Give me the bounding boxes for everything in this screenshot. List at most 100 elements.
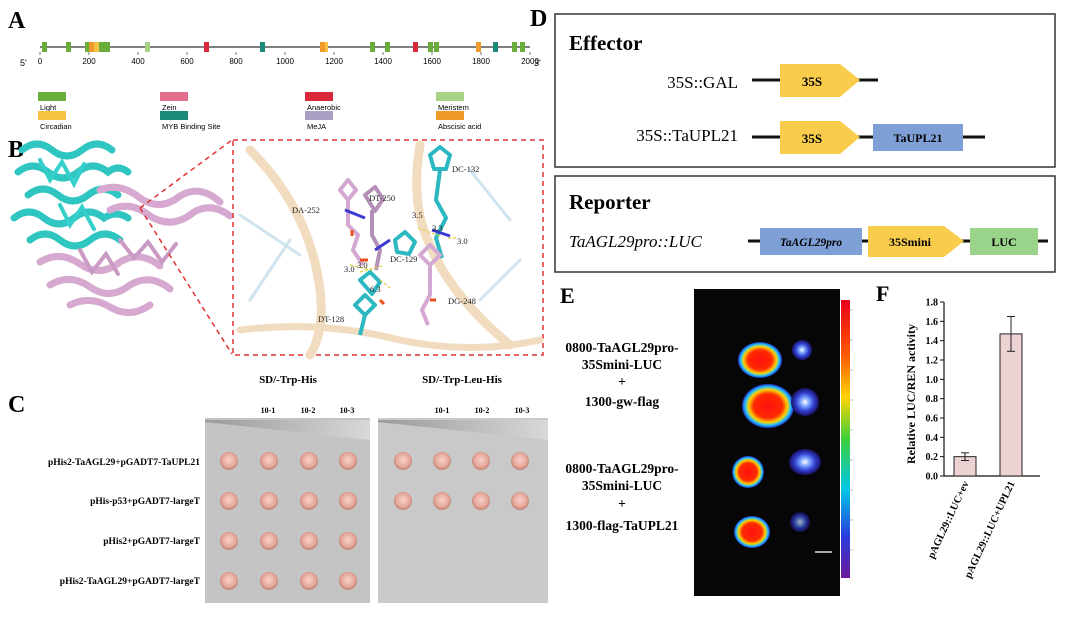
treatment-line: 0800-TaAGL29pro-: [565, 340, 678, 355]
panel-a: A 5' 3' 0 200 400 600 800 1000 1: [8, 8, 541, 131]
element-light: [42, 42, 47, 52]
yeast-colony: [260, 572, 278, 590]
y-tick-label: 0.0: [926, 472, 939, 483]
treatment-line: 1300-gw-flag: [585, 394, 659, 409]
legend-label: Light: [40, 103, 57, 112]
panel-d-label: D: [530, 6, 547, 32]
strain-labels: pHis2-TaAGL29+pGADT7-TaUPL21 pHis-p53+pG…: [48, 458, 201, 587]
legend-label: Abscisic acid: [438, 122, 481, 131]
axis-tick-label: 800: [229, 57, 243, 66]
distance-label: 3.0: [344, 264, 355, 274]
protein-structure: [10, 140, 234, 316]
panel-a-label: A: [8, 8, 26, 34]
yeast-colony: [394, 492, 412, 510]
panel-f-label: F: [876, 281, 889, 306]
panel-d: D Effector 35S::GAL 35S 35S::TaUPL21 35S…: [530, 6, 1056, 273]
dilution-wedge: [205, 420, 370, 440]
residue-label: DC-132: [452, 164, 479, 174]
panel-c-label: C: [8, 392, 25, 418]
panel-e: E 0800-TaAGL29pro- 35Smini-LUC + 1300-gw…: [560, 283, 853, 596]
leaf-spot-strong: [734, 516, 770, 548]
plate-sd-trp-leu-his: [378, 418, 548, 603]
construct-label: 35S::GAL: [667, 73, 738, 92]
element-light: [428, 42, 433, 52]
treatment-line: 35Smini-LUC: [582, 478, 662, 493]
reporter-construct-label: TaAGL29pro::LUC: [569, 232, 703, 251]
y-axis-label: Relative LUC/REN activity: [904, 324, 918, 464]
yeast-colony: [339, 572, 357, 590]
legend-swatch: [436, 111, 464, 120]
axis-tick-label: 0: [38, 57, 43, 66]
color-scale-bar: [841, 300, 850, 578]
panel-b-label: B: [8, 137, 24, 163]
strain-label: pHis-p53+pGADT7-largeT: [90, 497, 201, 507]
yeast-colony: [220, 452, 238, 470]
gene-label: LUC: [991, 235, 1016, 249]
leaf-spot-weak: [789, 449, 821, 475]
dilution-label: 10-2: [475, 406, 490, 415]
treatment-line: 35Smini-LUC: [582, 357, 662, 372]
axis-tick-label: 2000: [521, 57, 539, 66]
yeast-colony: [220, 532, 238, 550]
gene-box-taupl21: [873, 124, 963, 151]
element-abscisic-acid: [476, 42, 481, 52]
hbond-lines: [349, 227, 458, 289]
distance-label: 3.0: [457, 236, 468, 246]
element-light: [385, 42, 390, 52]
element-light: [512, 42, 517, 52]
luminescence-image: [694, 289, 840, 596]
element-circadian: [94, 42, 99, 52]
category-label: pAGL29::LUC+UPL21: [963, 480, 1018, 580]
legend-swatch: [160, 111, 188, 120]
element-light: [370, 42, 375, 52]
bar: [999, 333, 1023, 477]
reporter-title: Reporter: [569, 190, 651, 214]
reporter-box: [554, 175, 1056, 273]
element-light: [520, 42, 525, 52]
yeast-colony: [220, 492, 238, 510]
yeast-colony: [300, 532, 318, 550]
element-abscisic-acid: [320, 42, 325, 52]
distance-label: 3.5: [412, 210, 423, 220]
yeast-colony: [260, 532, 278, 550]
y-tick-label: 1.8: [926, 298, 939, 309]
promoter-arrow-35smini: [868, 226, 964, 257]
dilution-label: 10-2: [301, 406, 316, 415]
y-tick-label: 0.2: [926, 452, 939, 463]
zoom-line-top: [139, 139, 233, 209]
y-tick-label: 1.4: [926, 336, 939, 347]
residue-label: DT-250: [369, 193, 395, 203]
bar-chart: 0.0 0.2 0.4 0.6 0.8 1.0 1.2 1.4 1.6 1.8pAGL29::LU…: [926, 298, 1040, 580]
axis-5prime: 5': [20, 58, 27, 68]
legend-swatch: [305, 111, 333, 120]
axis-tick-label: 600: [180, 57, 194, 66]
yeast-colony: [260, 492, 278, 510]
leaf-spot-strong: [732, 456, 764, 488]
axis-tick-label: 1800: [472, 57, 490, 66]
legend-label: MeJA: [307, 122, 326, 131]
element-light: [105, 42, 110, 52]
yeast-colony: [300, 572, 318, 590]
yeast-colony: [511, 492, 529, 510]
residue-label: DT-128: [318, 314, 344, 324]
dilution-label: 10-3: [340, 406, 355, 415]
yeast-colony: [511, 452, 529, 470]
axis-ticks: 0 200 400 600 800 1000 1200 1400 1600 1800 2000: [38, 52, 539, 66]
promoter-elements: [42, 42, 525, 52]
legend: Light Zein Anaerobic Meristem Circadian MYB B…: [38, 92, 481, 131]
yeast-colony: [472, 492, 490, 510]
construct-label: 35S::TaUPL21: [636, 126, 738, 145]
dilution-label: 10-1: [261, 406, 276, 415]
plate-sd-trp-his: [205, 418, 370, 603]
element-myb: [493, 42, 498, 52]
residue-label: DC-129: [390, 254, 417, 264]
distance-label: 6.3: [370, 284, 381, 294]
axis-tick-label: 200: [82, 57, 96, 66]
legend-swatch: [160, 92, 188, 101]
yeast-colony: [339, 532, 357, 550]
yeast-colony: [433, 452, 451, 470]
leaf-spot-weak: [791, 388, 819, 416]
leaf-spot-weak: [792, 340, 812, 360]
y-tick-label: 1.6: [926, 317, 939, 328]
